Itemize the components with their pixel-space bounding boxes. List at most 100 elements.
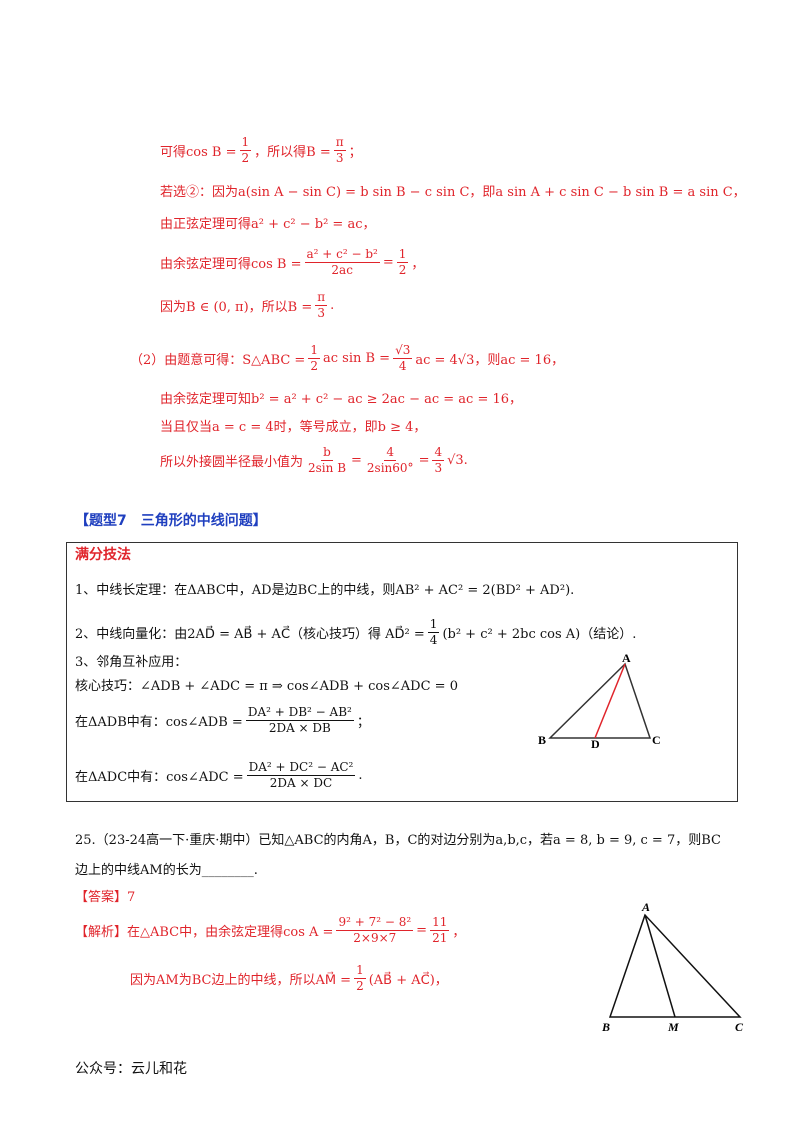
vertex-label: M bbox=[667, 1020, 679, 1034]
text-run: （2）由题意可得：S△ABC = bbox=[130, 352, 306, 368]
numerator: π bbox=[333, 134, 346, 151]
text-line: 当且仅当a = c = 4时，等号成立，即b ≥ 4， bbox=[160, 405, 426, 445]
numerator: 11 bbox=[430, 914, 450, 931]
text-line: 所以外接圆半径最小值为 b 2sin B = 4 2sin60° = 4 3 √3. bbox=[160, 440, 468, 480]
text-run: ac = 4√3，则ac = 16， bbox=[415, 352, 565, 368]
text-run: = bbox=[351, 452, 362, 468]
text-run: 在ΔADB中有：cos∠ADB = bbox=[75, 714, 243, 730]
text-run: . bbox=[358, 767, 363, 783]
text-run: ， bbox=[452, 924, 466, 940]
text-run: ， bbox=[411, 256, 425, 272]
text-run: 可得cos B = bbox=[160, 144, 237, 160]
fraction: a² + c² − b² 2ac bbox=[304, 246, 380, 278]
text-line: 若选②：因为a(sin A − sin C) = b sin B − c sin… bbox=[160, 170, 746, 210]
fraction: 4 2sin60° bbox=[365, 445, 416, 476]
text-run: 当且仅当a = c = 4时，等号成立，即b ≥ 4， bbox=[160, 419, 427, 435]
section-heading: 【题型7 三角形的中线问题】 bbox=[75, 513, 267, 529]
denominator: 3 bbox=[434, 460, 443, 475]
numerator: √3 bbox=[393, 342, 413, 359]
text-line: 【答案】7 bbox=[75, 875, 135, 915]
numerator: 4 bbox=[432, 444, 445, 461]
text-run: = bbox=[416, 922, 428, 938]
text-line: 【解析】在△ABC中，由余弦定理得cos A = 9² + 7² − 8² 2×9… bbox=[75, 910, 465, 950]
vertex-label: A bbox=[622, 651, 631, 665]
text-run: = bbox=[418, 452, 430, 468]
text-run: 1、中线长定理：在ΔABC中，AD是边BC上的中线，则AB² + AC² = 2… bbox=[75, 582, 575, 598]
text-line: 可得cos B = 1 2 ，所以得B = π 3； bbox=[160, 130, 362, 170]
text-line: 在ΔADC中有：cos∠ADC = DA² + DC² − AC² 2DA × D… bbox=[75, 755, 363, 795]
text-line: 在ΔADB中有：cos∠ADB = DA² + DB² − AB² 2DA × D… bbox=[75, 700, 370, 740]
text-run: 若选②：因为a(sin A − sin C) = b sin B − c sin… bbox=[160, 184, 746, 200]
tips-box bbox=[66, 542, 738, 802]
fraction: DA² + DC² − AC² 2DA × DC bbox=[246, 760, 356, 791]
fraction: DA² + DB² − AB² 2DA × DB bbox=[245, 704, 354, 736]
denominator: 2 bbox=[310, 358, 318, 373]
vertex-label: C bbox=[735, 1020, 744, 1034]
numerator: 4 bbox=[384, 444, 397, 461]
denominator: 2 bbox=[241, 150, 250, 165]
text-run: (AB⃗ + AC⃗)， bbox=[368, 972, 448, 988]
triangle bbox=[548, 662, 652, 739]
vertex-label: B bbox=[538, 733, 546, 747]
text-run: = bbox=[382, 254, 394, 270]
fraction: 11 21 bbox=[430, 914, 450, 946]
text-run: 所以外接圆半径最小值为 bbox=[160, 454, 304, 470]
text-run: ； bbox=[356, 714, 370, 730]
text-run: . bbox=[330, 297, 335, 313]
text-run: ，所以得B = bbox=[254, 144, 331, 160]
text-line: 由正弦定理可得a² + c² − b² = ac， bbox=[160, 202, 376, 242]
text-run: 3、邻角互补应用： bbox=[75, 654, 188, 670]
tips-title: 满分技法 bbox=[75, 547, 131, 563]
text-run: ； bbox=[348, 144, 362, 160]
denominator: 2×9×7 bbox=[353, 930, 397, 945]
numerator: DA² + DB² − AB² bbox=[245, 704, 354, 721]
text-run: 2、中线向量化：由2AD⃗ = AB⃗ + AC⃗（核心技巧）得 AD⃗² = bbox=[75, 626, 425, 642]
text-line: 3、邻角互补应用： bbox=[75, 640, 187, 680]
numerator: 1 bbox=[427, 616, 440, 633]
denominator: 3 bbox=[335, 150, 344, 165]
vertex-label: D bbox=[591, 737, 600, 750]
median-line bbox=[644, 914, 676, 1018]
text-run: 因为AM为BC边上的中线，所以AM⃗ = bbox=[130, 972, 352, 988]
text-run: 在ΔADC中有：cos∠ADC = bbox=[75, 769, 244, 785]
text-run: 【答案】7 bbox=[75, 889, 136, 905]
text-line: 因为AM为BC边上的中线，所以AM⃗ = 1 2 (AB⃗ + AC⃗)， bbox=[130, 958, 448, 998]
numerator: 1 bbox=[308, 342, 320, 359]
numerator: π bbox=[315, 289, 328, 306]
vertex-label: A bbox=[641, 900, 650, 914]
vertex-label: C bbox=[652, 733, 661, 747]
numerator: 1 bbox=[396, 246, 409, 263]
denominator: 2 bbox=[356, 978, 364, 993]
figure-2: A B M C bbox=[601, 900, 744, 1034]
denominator: 2sin B bbox=[308, 460, 347, 475]
text-line: 2、中线向量化：由2AD⃗ = AB⃗ + AC⃗（核心技巧）得 AD⃗² = … bbox=[75, 612, 636, 652]
fraction: 9² + 7² − 8² 2×9×7 bbox=[336, 915, 414, 946]
text-line: 由余弦定理可知b² = a² + c² − ac ≥ 2ac − ac = ac… bbox=[160, 377, 522, 417]
text-line: （2）由题意可得：S△ABC = 1 2 ac sin B = √3 4 ac = 4√… bbox=[130, 338, 564, 378]
text-line: 由余弦定理可得cos B = a² + c² − b² 2ac = 1 2， bbox=[160, 242, 424, 282]
text-run: 由余弦定理可知b² = a² + c² − ac ≥ 2ac − ac = ac… bbox=[160, 391, 523, 407]
numerator: a² + c² − b² bbox=[304, 246, 380, 263]
figure-1: A B D C bbox=[538, 651, 661, 750]
denominator: 4 bbox=[429, 632, 438, 647]
text-run: √3. bbox=[447, 452, 468, 468]
vertex-label: B bbox=[601, 1020, 610, 1034]
footer: 公众号：云儿和花 bbox=[75, 1061, 187, 1077]
denominator: 3 bbox=[317, 305, 326, 320]
median-line bbox=[594, 663, 626, 739]
text-line: 核心技巧：∠ADB + ∠ADC = π ⇒ cos∠ADB + cos∠ADC… bbox=[75, 664, 458, 704]
text-run: 由正弦定理可得a² + c² − b² = ac， bbox=[160, 216, 376, 232]
text-run: 边上的中线AM的长为________. bbox=[75, 862, 258, 878]
text-run: 核心技巧：∠ADB + ∠ADC = π ⇒ cos∠ADB + cos∠ADC… bbox=[75, 678, 458, 694]
text-run: ac sin B = bbox=[322, 350, 391, 366]
text-line: 25.（23-24高一下·重庆·期中）已知△ABC的内角A，B，C的对边分别为a… bbox=[75, 818, 721, 858]
